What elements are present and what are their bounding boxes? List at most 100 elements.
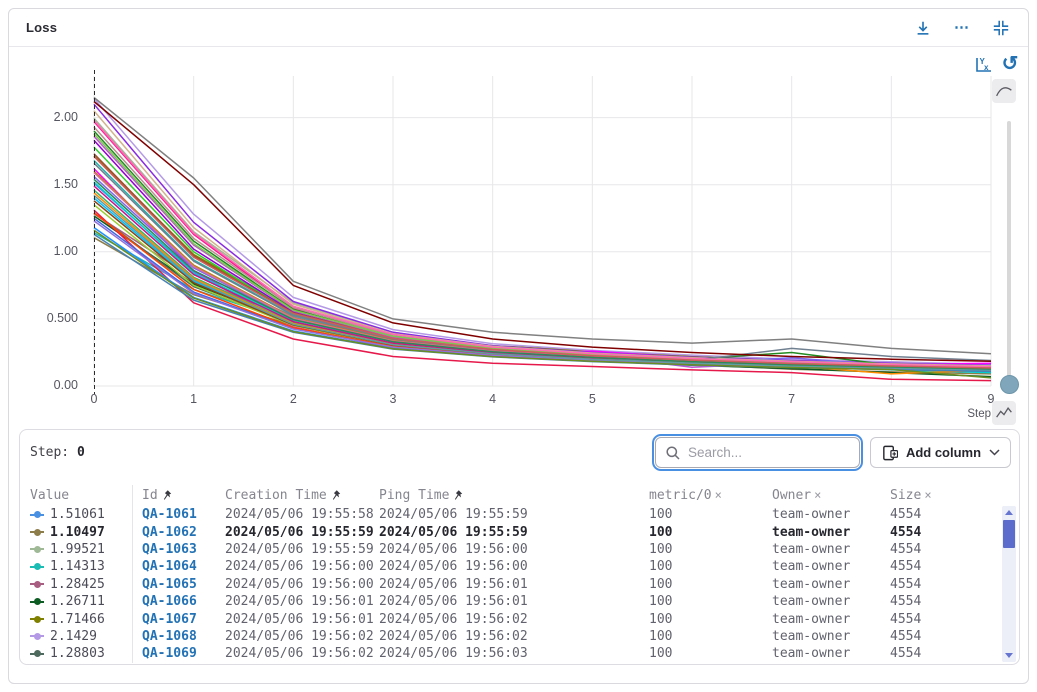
table-row[interactable]: 1.51061 QA-1061 2024/05/06 19:55:58 2024/05… [20,506,999,523]
owner-cell: team-owner [772,646,851,662]
remove-column-icon[interactable]: × [924,488,932,502]
ping-time-cell: 2024/05/06 19:56:01 [379,576,528,592]
add-column-icon [881,444,898,462]
run-id-link[interactable]: QA-1061 [142,507,197,523]
column-header-owner: Owner × [772,488,890,503]
series-line[interactable] [93,121,992,370]
x-axis-labels: 0 1 2 3 4 5 6 7 8 9 [91,392,995,408]
x-tick-label: 0 [90,392,98,406]
size-cell: 4554 [890,559,922,575]
id-cell: QA-1065 [132,577,225,592]
table-body: 1.51061 QA-1061 2024/05/06 19:55:58 2024/05… [20,506,999,663]
creation-time-cell: 2024/05/06 19:55:59 [225,524,374,540]
run-id-link[interactable]: QA-1063 [142,541,197,557]
table-row[interactable]: 1.26711 QA-1066 2024/05/06 19:56:01 2024/05… [20,593,999,610]
table-row[interactable]: 1.14313 QA-1064 2024/05/06 19:56:00 2024/05… [20,558,999,575]
size-cell: 4554 [890,646,922,662]
ping-time-cell: 2024/05/06 19:56:00 [379,559,528,575]
table-scrollbar [1002,506,1016,662]
svg-text:Y: Y [980,57,986,66]
series-line-QA-1068[interactable] [93,97,992,366]
run-id-link[interactable]: QA-1068 [142,628,197,644]
column-header-label: Size [890,487,922,503]
series-line[interactable] [93,110,992,367]
table-row[interactable]: 1.10497 QA-1062 2024/05/06 19:55:59 2024/05… [20,523,999,540]
ping-time-cell: 2024/05/06 19:55:59 [379,507,528,523]
x-tick-label: 7 [788,392,796,406]
collapse-icon[interactable] [991,18,1011,38]
column-header-label: Creation Time [225,487,327,503]
table-header-row: Value Id Creation Time Ping Time metric/0 × Ow… [20,486,999,504]
series-line[interactable] [93,209,992,382]
scrollbar-up-arrow[interactable] [1002,506,1016,519]
y-tick-label: 1.00 [53,243,78,258]
smoothing-slider-track[interactable] [1007,121,1011,383]
run-id-link[interactable]: QA-1064 [142,559,197,575]
size-cell: 4554 [890,628,922,644]
scrollbar-down-arrow[interactable] [1002,649,1016,662]
run-id-link[interactable]: QA-1066 [142,594,197,610]
reset-zoom-icon[interactable]: ↺ [1001,52,1019,75]
scrollbar-thumb[interactable] [1003,520,1015,548]
y-tick-label: 2.00 [53,109,78,124]
series-line[interactable] [93,126,992,368]
remove-column-icon[interactable]: × [814,488,822,502]
x-tick-label: 8 [887,392,895,406]
series-line[interactable] [93,155,992,369]
more-options-icon[interactable]: ⋯ [954,18,970,36]
remove-column-icon[interactable]: × [714,488,722,502]
column-header-label: Id [142,487,158,503]
value-cell: 1.10497 [20,525,132,540]
creation-time-cell: 2024/05/06 19:56:01 [225,594,374,610]
run-id-link[interactable]: QA-1065 [142,576,197,592]
id-cell: QA-1067 [132,612,225,627]
series-line[interactable] [93,229,992,379]
metric-cell: 100 [649,611,673,627]
table-row[interactable]: 2.1429 QA-1068 2024/05/06 19:56:02 2024/05/… [20,628,999,645]
series-line[interactable] [93,139,992,367]
table-row[interactable]: 1.99521 QA-1063 2024/05/06 19:55:59 2024/05… [20,541,999,558]
series-line[interactable] [93,176,992,369]
series-line[interactable] [93,178,992,370]
series-marker-icon [30,511,44,519]
download-icon[interactable] [913,18,933,38]
search-icon [665,445,681,461]
pin-icon[interactable] [452,489,463,501]
value-text: 1.10497 [50,524,105,540]
column-header-id: Id [132,488,225,503]
run-id-link[interactable]: QA-1069 [142,646,197,662]
panel-title: Loss [26,20,58,35]
pin-icon[interactable] [330,489,341,501]
series-line[interactable] [93,170,992,370]
table-row[interactable]: 1.28803 QA-1069 2024/05/06 19:56:02 2024/05… [20,645,999,662]
series-marker-icon [30,563,44,571]
search-input[interactable] [688,445,850,460]
series-line[interactable] [93,146,992,369]
step-indicator-value: 0 [76,445,85,460]
metric-cell: 100 [649,507,673,523]
run-id-link[interactable]: QA-1067 [142,611,197,627]
series-marker-icon [30,545,44,553]
add-column-button[interactable]: Add column [870,437,1011,468]
series-line[interactable] [93,100,992,362]
metric-cell: 100 [649,576,673,592]
pin-icon[interactable] [161,489,172,501]
panel-header: Loss ⋯ [9,9,1028,47]
column-header-creation-time: Creation Time [225,488,379,503]
series-line[interactable] [93,96,992,355]
series-line[interactable] [93,119,992,368]
raw-data-sparkline-icon[interactable] [992,401,1016,425]
smoothing-curve-icon[interactable] [992,79,1016,103]
run-id-link[interactable]: QA-1062 [142,524,197,540]
table-row[interactable]: 1.28425 QA-1065 2024/05/06 19:56:00 2024/05… [20,576,999,593]
series-line[interactable] [93,194,992,371]
smoothing-slider-handle[interactable] [1000,375,1019,394]
gridlines [93,76,992,387]
series-line[interactable] [93,103,992,366]
loss-plot[interactable] [93,70,992,394]
owner-cell: team-owner [772,507,851,523]
table-row[interactable]: 1.71466 QA-1067 2024/05/06 19:56:01 2024/05… [20,610,999,627]
loss-chart-svg [93,70,992,394]
